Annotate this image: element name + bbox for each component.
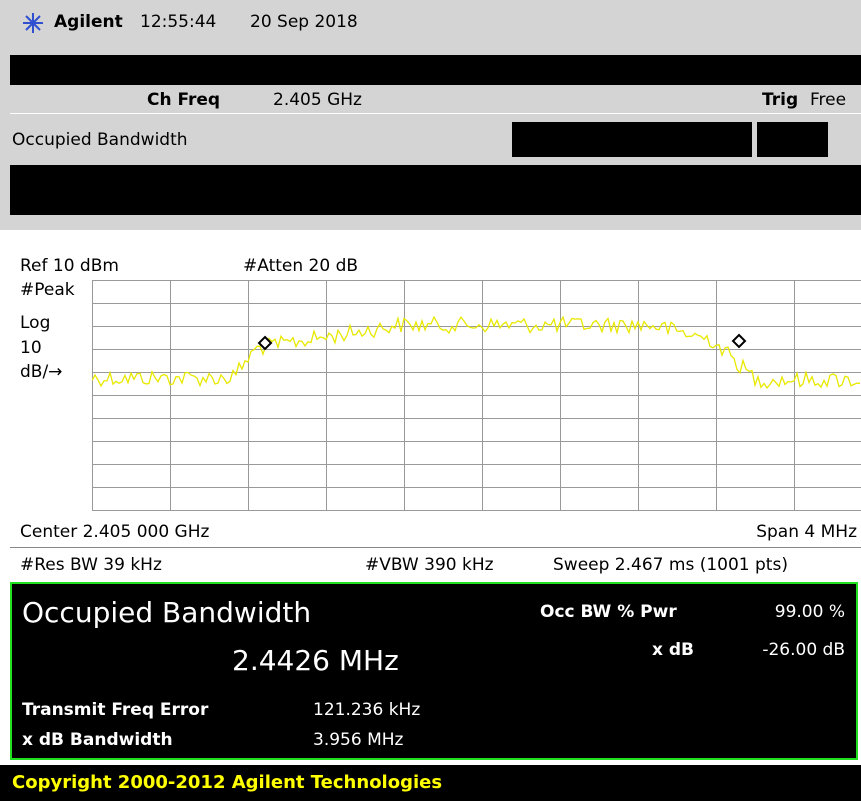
scale: 10 [20, 338, 42, 358]
field-box [757, 122, 828, 157]
occupied-bw: 2.4426 MHz [232, 644, 399, 677]
logo [23, 13, 43, 33]
mode: Occupied Bandwidth [12, 130, 188, 150]
separator [10, 113, 861, 114]
date: 20 Sep 2018 [250, 12, 358, 32]
marker [257, 335, 273, 351]
vbw: #VBW 390 kHz [365, 555, 494, 575]
separator [10, 547, 861, 548]
xdb-label: x dB [652, 640, 695, 660]
scale-unit: dB/→ [20, 362, 63, 382]
occ-value: 99.00 % [774, 602, 845, 622]
xbw-value: 3.956 MHz [313, 730, 404, 750]
trace [92, 315, 861, 389]
results-panel [10, 582, 858, 760]
brand: Agilent [54, 12, 123, 32]
footer-bar [0, 765, 861, 801]
xdb-value: -26.00 dB [762, 640, 845, 660]
spectrum-graph [92, 280, 861, 511]
top-bar [0, 0, 861, 45]
span: Span 4 MHz [756, 522, 857, 542]
scale-type: Log [20, 313, 51, 333]
ref-level: Ref 10 dBm [20, 256, 119, 276]
marker [731, 333, 747, 349]
copyright: Copyright 2000-2012 Agilent Technologies [12, 772, 443, 793]
field-box [512, 122, 752, 157]
trig-label: Trig [762, 90, 799, 110]
detector: #Peak [20, 280, 75, 300]
ch-freq: 2.405 GHz [273, 90, 362, 110]
occ-label: Occ BW % Pwr [540, 602, 677, 622]
sweep: Sweep 2.467 ms (1001 pts) [553, 555, 788, 575]
tfe-value: 121.236 kHz [313, 700, 421, 720]
attenuation: #Atten 20 dB [243, 256, 359, 276]
res-bw: #Res BW 39 kHz [20, 555, 162, 575]
status-bar [10, 55, 861, 85]
center-freq: Center 2.405 000 GHz [20, 522, 210, 542]
time: 12:55:44 [140, 12, 217, 32]
results-title: Occupied Bandwidth [22, 596, 312, 629]
tfe-label: Transmit Freq Error [22, 700, 209, 720]
trig: Free [810, 90, 847, 110]
message-box [10, 165, 861, 215]
xbw-label: x dB Bandwidth [22, 730, 173, 750]
ch-freq-label: Ch Freq [147, 90, 221, 110]
